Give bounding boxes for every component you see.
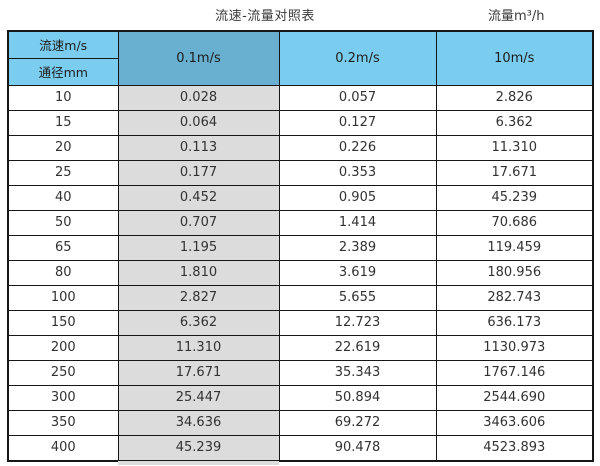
flow-value-cell: 11.310 bbox=[435, 134, 594, 161]
flow-value-cell: 0.905 bbox=[278, 184, 437, 211]
flow-value-cell: 11.310 bbox=[117, 334, 280, 361]
flow-value-cell: 1767.146 bbox=[435, 359, 594, 386]
flow-value-cell: 1130.973 bbox=[435, 334, 594, 361]
flow-value-cell: 0.113 bbox=[117, 134, 280, 161]
table-title: 流速-流量对照表 bbox=[215, 9, 315, 24]
flow-unit-label: 流量m³/h bbox=[488, 9, 545, 24]
flow-value-cell: 1.414 bbox=[278, 209, 437, 236]
table-row: 80 1.810 3.619 180.956 bbox=[7, 259, 594, 286]
flow-value-cell: 0.064 bbox=[117, 109, 280, 136]
flow-value-cell: 6.362 bbox=[435, 109, 594, 136]
flow-value-cell: 70.686 bbox=[435, 209, 594, 236]
diameter-cell: 20 bbox=[7, 134, 119, 161]
table-row: 300 25.447 50.894 2544.690 bbox=[7, 384, 594, 411]
flow-value-cell: 3.619 bbox=[278, 259, 437, 286]
flow-value-cell: 0.127 bbox=[278, 109, 437, 136]
table-row: 20 0.113 0.226 11.310 bbox=[7, 134, 594, 161]
flow-value-cell: 50.894 bbox=[278, 384, 437, 411]
corner-velocity-label: 流速m/s bbox=[7, 30, 119, 59]
diameter-cell: 25 bbox=[7, 159, 119, 186]
diameter-cell: 300 bbox=[7, 384, 119, 411]
flow-value-cell: 0.057 bbox=[278, 84, 437, 111]
flow-value-cell: 22.619 bbox=[278, 334, 437, 361]
table-row: 200 11.310 22.619 1130.973 bbox=[7, 334, 594, 361]
diameter-cell: 100 bbox=[7, 284, 119, 311]
table-row: 250 17.671 35.343 1767.146 bbox=[7, 359, 594, 386]
flow-value-cell: 34.636 bbox=[117, 409, 280, 436]
flow-value-cell: 0.226 bbox=[278, 134, 437, 161]
flow-value-cell: 45.239 bbox=[117, 434, 280, 462]
velocity-column-header-0-2: 0.2m/s bbox=[278, 30, 437, 86]
flow-value-cell: 1.810 bbox=[117, 259, 280, 286]
flow-value-cell: 0.707 bbox=[117, 209, 280, 236]
diameter-cell: 350 bbox=[7, 409, 119, 436]
table-row: 350 34.636 69.272 3463.606 bbox=[7, 409, 594, 436]
table-row: 25 0.177 0.353 17.671 bbox=[7, 159, 594, 186]
flow-value-cell: 45.239 bbox=[435, 184, 594, 211]
flow-value-cell: 25.447 bbox=[117, 384, 280, 411]
diameter-cell: 65 bbox=[7, 234, 119, 261]
flow-value-cell: 282.743 bbox=[435, 284, 594, 311]
table-row: 15 0.064 0.127 6.362 bbox=[7, 109, 594, 136]
flow-value-cell: 1.195 bbox=[117, 234, 280, 261]
flow-value-cell: 119.459 bbox=[435, 234, 594, 261]
diameter-cell: 10 bbox=[7, 84, 119, 111]
flow-value-cell: 2.827 bbox=[117, 284, 280, 311]
diameter-cell: 50 bbox=[7, 209, 119, 236]
flow-value-cell: 17.671 bbox=[435, 159, 594, 186]
header-row-velocity: 流速m/s 0.1m/s 0.2m/s 10m/s bbox=[7, 30, 594, 86]
flow-value-cell: 3463.606 bbox=[435, 409, 594, 436]
flow-value-cell: 6.362 bbox=[117, 309, 280, 336]
diameter-cell: 15 bbox=[7, 109, 119, 136]
header-row-diameter: 通径mm bbox=[7, 57, 593, 86]
flow-value-cell: 5.655 bbox=[278, 284, 437, 311]
table-row: 65 1.195 2.389 119.459 bbox=[7, 234, 594, 261]
table-row: 100 2.827 5.655 282.743 bbox=[7, 284, 594, 311]
table-row: 40 0.452 0.905 45.239 bbox=[7, 184, 594, 211]
flow-value-cell: 4523.893 bbox=[435, 434, 594, 462]
flow-value-cell: 90.478 bbox=[278, 434, 437, 462]
diameter-cell: 400 bbox=[7, 434, 119, 462]
flow-value-cell: 0.028 bbox=[117, 84, 280, 111]
gray-column-overhang bbox=[118, 461, 279, 465]
flow-value-cell: 0.353 bbox=[278, 159, 437, 186]
flow-value-cell: 0.177 bbox=[117, 159, 280, 186]
diameter-cell: 150 bbox=[7, 309, 119, 336]
table-row: 10 0.028 0.057 2.826 bbox=[7, 84, 594, 111]
velocity-column-header-0-1: 0.1m/s bbox=[117, 30, 280, 86]
table-row: 150 6.362 12.723 636.173 bbox=[7, 309, 594, 336]
flow-value-cell: 636.173 bbox=[435, 309, 594, 336]
diameter-cell: 200 bbox=[7, 334, 119, 361]
flow-value-cell: 12.723 bbox=[278, 309, 437, 336]
flow-value-cell: 2.826 bbox=[435, 84, 594, 111]
diameter-cell: 80 bbox=[7, 259, 119, 286]
corner-diameter-label: 通径mm bbox=[7, 57, 119, 86]
flow-value-cell: 69.272 bbox=[278, 409, 437, 436]
flow-rate-table: 流速m/s 0.1m/s 0.2m/s 10m/s 通径mm 10 0.028 0.… bbox=[7, 30, 594, 462]
diameter-cell: 250 bbox=[7, 359, 119, 386]
flow-value-cell: 17.671 bbox=[117, 359, 280, 386]
flow-value-cell: 2544.690 bbox=[435, 384, 594, 411]
velocity-column-header-10: 10m/s bbox=[435, 30, 594, 86]
flow-value-cell: 35.343 bbox=[278, 359, 437, 386]
flow-value-cell: 0.452 bbox=[117, 184, 280, 211]
table-row: 400 45.239 90.478 4523.893 bbox=[7, 434, 594, 462]
flow-value-cell: 180.956 bbox=[435, 259, 594, 286]
table-row: 50 0.707 1.414 70.686 bbox=[7, 209, 594, 236]
diameter-cell: 40 bbox=[7, 184, 119, 211]
flow-value-cell: 2.389 bbox=[278, 234, 437, 261]
